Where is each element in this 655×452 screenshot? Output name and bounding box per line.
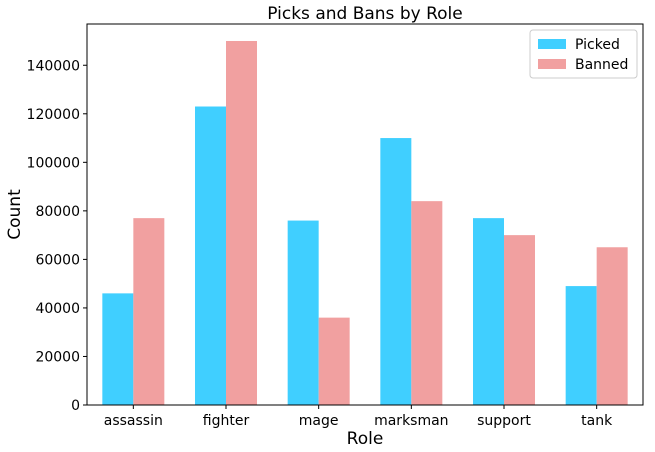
- chart-title: Picks and Bans by Role: [267, 4, 462, 24]
- y-tick-label: 40000: [35, 301, 80, 317]
- y-tick-label: 120000: [27, 107, 80, 123]
- x-tick-label: assassin: [104, 413, 163, 429]
- legend-label-banned: Banned: [575, 57, 628, 73]
- x-tick-label: tank: [581, 413, 613, 429]
- bar-picked-mage: [287, 220, 319, 405]
- legend-swatch-banned: [538, 59, 566, 69]
- bar-banned-tank: [596, 247, 628, 405]
- y-tick-label: 60000: [35, 252, 80, 268]
- bar-banned-mage: [318, 317, 350, 405]
- bar-picked-tank: [565, 286, 597, 405]
- bar-banned-fighter: [226, 40, 257, 405]
- x-axis: assassin fighter mage marksman support tank: [104, 405, 613, 429]
- bar-banned-marksman: [411, 201, 443, 405]
- y-axis: 0 20000 40000 60000 80000 100000 120000 140000: [27, 58, 87, 414]
- bar-picked-support: [473, 218, 504, 405]
- y-tick-label: 0: [71, 398, 80, 414]
- y-tick-label: 80000: [35, 204, 80, 220]
- y-tick-label: 100000: [27, 155, 80, 171]
- x-tick-label: support: [477, 413, 531, 429]
- legend-swatch-picked: [538, 39, 566, 49]
- x-axis-label: Role: [347, 429, 384, 449]
- x-tick-label: mage: [299, 413, 339, 429]
- x-tick-label: marksman: [374, 413, 448, 429]
- bar-banned-support: [504, 235, 535, 405]
- bar-picked-marksman: [380, 138, 412, 406]
- x-tick-label: fighter: [203, 413, 250, 429]
- y-tick-label: 140000: [27, 58, 80, 74]
- y-tick-label: 20000: [35, 349, 80, 365]
- legend: Picked Banned: [529, 29, 638, 79]
- bar-picked-assassin: [102, 293, 134, 405]
- y-axis-label: Count: [5, 189, 25, 240]
- plot-area: [102, 40, 628, 406]
- bar-banned-assassin: [133, 218, 165, 405]
- bar-picked-fighter: [195, 106, 226, 405]
- plot-frame: [86, 23, 644, 406]
- legend-label-picked: Picked: [575, 37, 620, 53]
